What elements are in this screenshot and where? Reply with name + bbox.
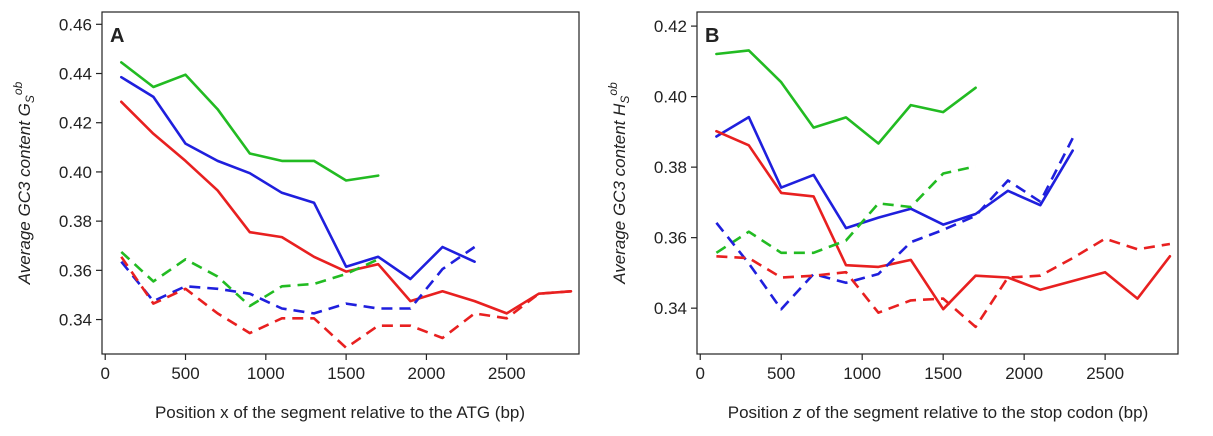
y-tick-label: 0.36	[654, 229, 687, 248]
y-tick-label: 0.44	[59, 65, 92, 84]
series-line-solid-red	[715, 129, 1172, 311]
y-axis-title-main: Average GC3 content H	[610, 103, 629, 285]
series-line-solid-blue	[120, 75, 476, 281]
y-axis-title-superscript: ob	[11, 81, 25, 95]
x-tick-label: 1500	[924, 364, 962, 383]
y-tick-label: 0.38	[654, 158, 687, 177]
y-tick-label: 0.36	[59, 261, 92, 280]
plot-frame	[696, 11, 1179, 355]
x-axis: 0 500 1000 1500 2000 2500	[100, 354, 526, 383]
x-tick-label: 1000	[247, 364, 285, 383]
y-tick-label: 0.42	[654, 17, 687, 36]
x-axis-title-variable: z	[792, 403, 802, 422]
series-line-solid-red	[120, 100, 573, 315]
x-axis-title-post: of the segment relative to the stop codo…	[801, 403, 1148, 422]
panel-b: B 0 500 1000 1500 2000 2500 0.340.360.380.400…	[606, 11, 1179, 422]
y-axis-title-main: Average GC3 content G	[15, 103, 34, 285]
x-tick-label: 2500	[488, 364, 526, 383]
series-line-dashed-blue	[715, 137, 1074, 311]
x-tick-label: 1500	[327, 364, 365, 383]
panel-label: A	[110, 25, 124, 47]
x-tick-label: 500	[767, 364, 795, 383]
x-axis: 0 500 1000 1500 2000 2500	[696, 354, 1124, 383]
plot-frame	[101, 11, 580, 355]
y-axis-title-subscript: S	[23, 95, 37, 103]
series-layer	[120, 61, 573, 350]
x-tick-label: 2500	[1086, 364, 1124, 383]
x-tick-label: 0	[696, 364, 705, 383]
x-tick-label: 1000	[843, 364, 881, 383]
y-tick-label: 0.38	[59, 212, 92, 231]
series-line-solid-blue	[715, 115, 1074, 230]
series-line-dashed-blue	[120, 245, 476, 315]
y-axis-title: Average GC3 content GSob	[11, 81, 37, 285]
series-line-dashed-green	[715, 165, 976, 255]
y-axis: 0.34 0.36 0.38 0.40 0.42	[654, 17, 697, 318]
y-axis-title-superscript: ob	[606, 82, 620, 96]
y-tick-label: 0.40	[654, 88, 687, 107]
series-layer	[715, 49, 1172, 329]
y-tick-label: 0.34	[654, 299, 687, 318]
x-tick-label: 500	[171, 364, 199, 383]
series-line-solid-green	[120, 61, 380, 182]
x-axis-title: Position x of the segment relative to th…	[155, 403, 525, 422]
y-tick-label: 0.34	[59, 311, 92, 330]
y-tick-label: 0.42	[59, 114, 92, 133]
y-axis-title: Average GC3 content HSob	[606, 82, 632, 285]
y-tick-label: 0.40	[59, 163, 92, 182]
x-axis-title: Position z of the segment relative to th…	[728, 403, 1149, 422]
series-line-solid-green	[715, 49, 977, 145]
x-tick-label: 2000	[1005, 364, 1043, 383]
panel-label: B	[705, 25, 719, 47]
x-tick-label: 2000	[408, 364, 446, 383]
x-axis-title-pre: Position	[728, 403, 793, 422]
panel-a: A 0 500 1000 1500 2000 2500 0.340.360.380.400…	[11, 11, 580, 422]
y-axis: 0.34 0.36 0.38 0.40 0.42 0.44 0.46	[59, 15, 102, 330]
series-line-dashed-green	[120, 250, 379, 308]
series-line-dashed-red	[716, 237, 1171, 329]
y-tick-label: 0.46	[59, 15, 92, 34]
x-tick-label: 0	[100, 364, 109, 383]
y-axis-title-subscript: S	[618, 96, 632, 104]
